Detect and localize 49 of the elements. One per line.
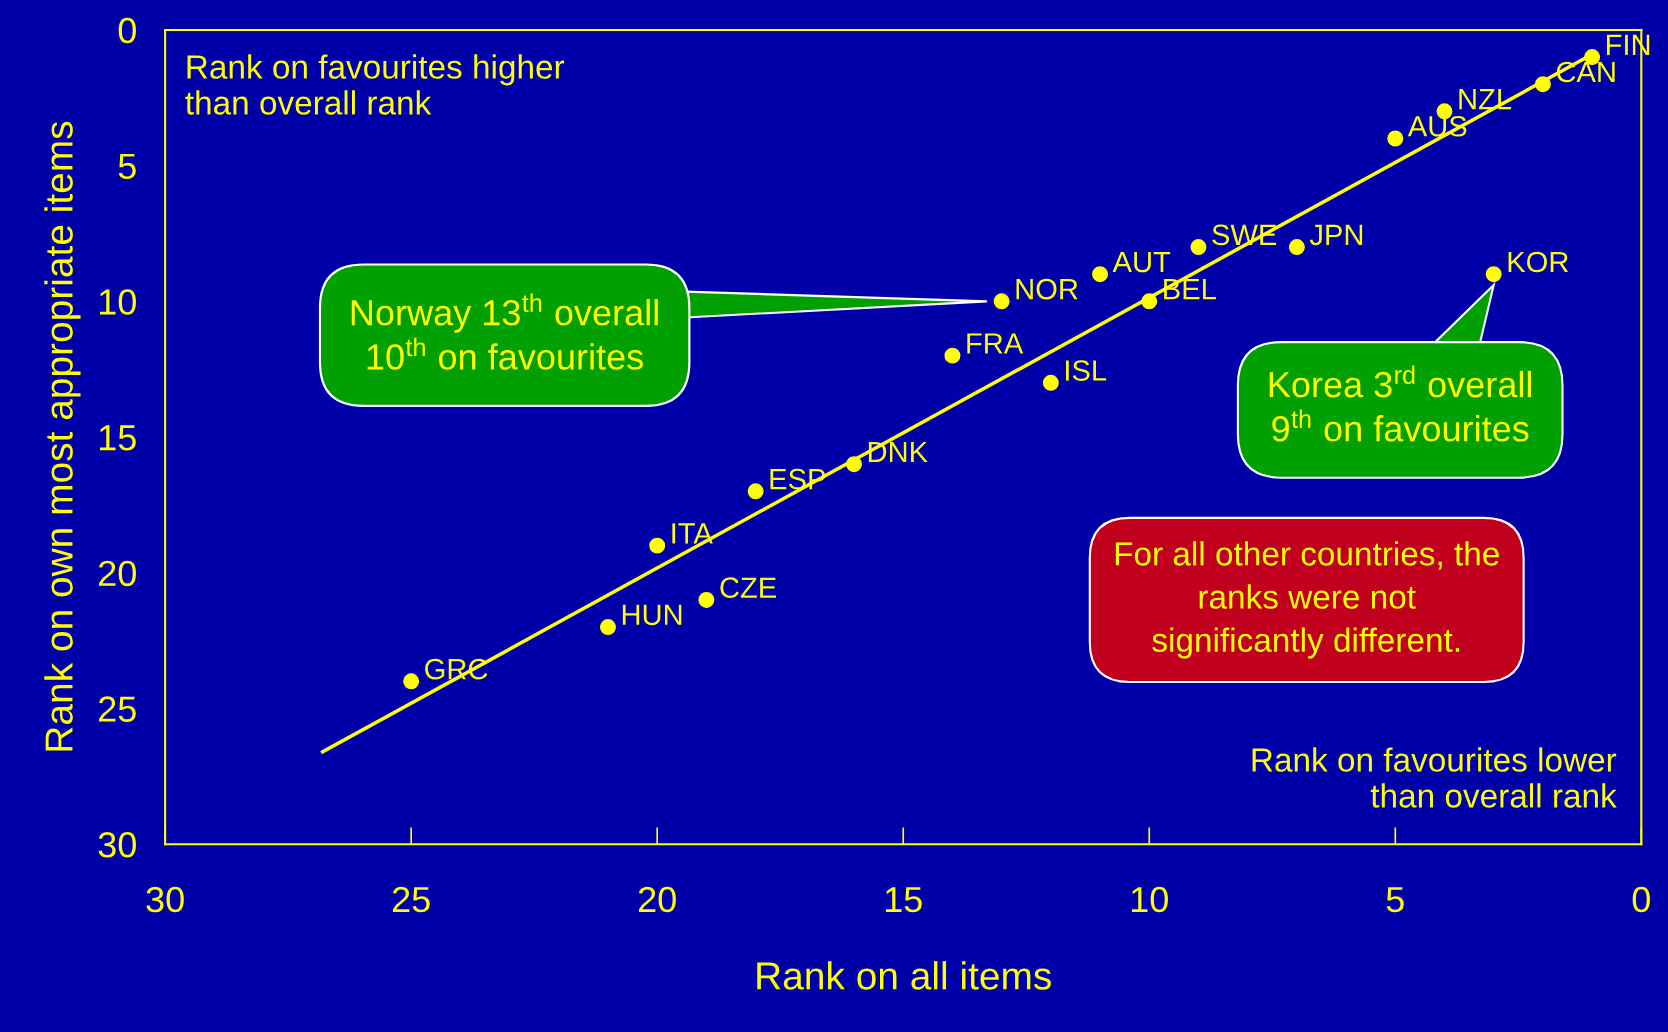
point xyxy=(747,483,764,500)
annotation: FRA xyxy=(967,333,1024,354)
point xyxy=(1288,239,1305,256)
x-tick-label: 20 xyxy=(638,886,676,913)
x-tick-label: 0 xyxy=(1632,886,1650,913)
annotation: DNK xyxy=(868,441,928,463)
point xyxy=(698,591,715,608)
point xyxy=(1042,374,1059,391)
point xyxy=(600,619,616,636)
annotation: JPN xyxy=(1309,224,1363,246)
y-tick-label: 25 xyxy=(99,696,136,722)
x-tick-label: 25 xyxy=(392,886,430,913)
point xyxy=(846,456,862,473)
text: Korea 3$^{rd}$ overall 9$^{th}$ on favourites xyxy=(1269,365,1532,442)
x-axis-title: Rank on all items xyxy=(757,961,1051,990)
annotation: NZL xyxy=(1459,89,1512,110)
y-tick-label: 15 xyxy=(99,425,136,451)
y-tick-label: 5 xyxy=(118,153,136,180)
y-axis-title: Rank on own most appropriate items xyxy=(44,121,81,751)
y-tick-label: 0 xyxy=(118,17,136,44)
point xyxy=(1190,239,1207,256)
point xyxy=(1141,293,1158,310)
y-tick-label: 20 xyxy=(99,560,136,587)
annotation: CZE xyxy=(720,577,776,599)
annotation: AUT xyxy=(1112,251,1171,273)
annotation: Rank on favourites lower than overall rank xyxy=(1252,747,1617,808)
point xyxy=(403,673,420,690)
annotation: CAN xyxy=(1556,61,1615,83)
point xyxy=(649,537,666,554)
point xyxy=(1387,130,1404,147)
point xyxy=(1092,266,1109,283)
x-tick-label: 15 xyxy=(885,887,922,913)
point xyxy=(1485,266,1502,283)
x-tick-label: 10 xyxy=(1131,886,1168,913)
x-tick-label: 5 xyxy=(1386,887,1404,913)
text: Norway 13$^{th}$ overall 10$^{th}$ on favourites xyxy=(351,293,658,370)
point xyxy=(944,347,961,364)
point xyxy=(993,293,1010,310)
annotation: ITA xyxy=(672,523,713,544)
y-tick-label: 30 xyxy=(98,832,136,858)
point xyxy=(1534,76,1551,93)
annotation: NOR xyxy=(1016,278,1078,300)
annotation: ISL xyxy=(1066,360,1107,381)
y-tick-label: 10 xyxy=(99,289,136,315)
annotation: HUN xyxy=(622,604,682,626)
annotation: Rank on favourites higher than overall rank xyxy=(185,54,565,115)
annotation: For all other countries, the ranks were not significantly different. xyxy=(1115,541,1499,659)
x-tick-label: 30 xyxy=(146,886,184,913)
annotation: KOR xyxy=(1508,251,1569,273)
